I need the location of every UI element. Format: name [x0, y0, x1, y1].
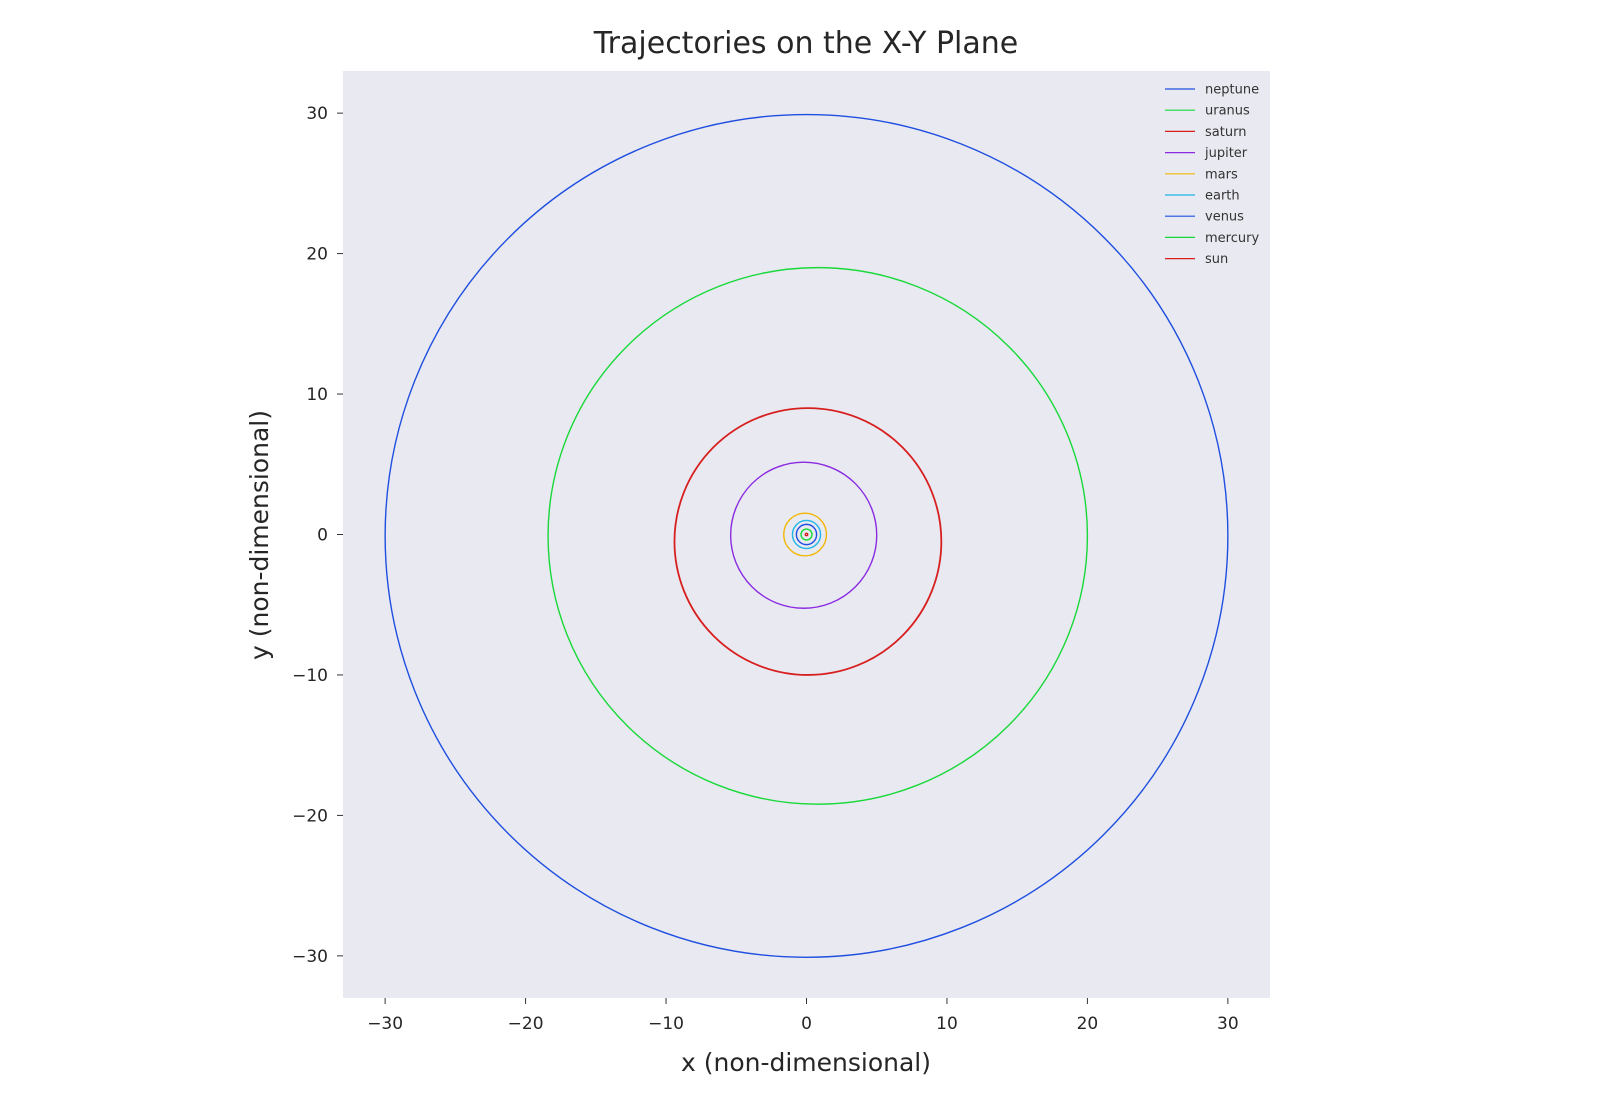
orbit-jupiter — [729, 461, 878, 609]
y-tick-label: 10 — [306, 385, 328, 405]
x-tick-label: −10 — [648, 1014, 684, 1034]
legend: neptune uranus saturn jupiter mars earth venus… — [1165, 83, 1259, 267]
legend-label-earth: earth — [1205, 189, 1240, 204]
orbit-saturn — [673, 407, 943, 676]
orbit-mars — [783, 512, 828, 557]
legend-label-sun: sun — [1205, 252, 1228, 267]
orbit-earth — [791, 519, 822, 550]
chart-title: Trajectories on the X-Y Plane — [593, 26, 1018, 61]
x-tick-label: −30 — [367, 1014, 403, 1034]
legend-label-uranus: uranus — [1205, 104, 1250, 119]
orbit-venus — [795, 523, 818, 546]
legend-label-mercury: mercury — [1205, 231, 1259, 246]
y-tick-label: −30 — [292, 947, 328, 967]
y-axis-ticks: −30 −20 −10 0 10 20 30 — [292, 104, 343, 967]
plot-area — [343, 71, 1270, 998]
orbit-sun — [804, 532, 809, 537]
x-tick-label: 0 — [801, 1014, 812, 1034]
x-tick-label: −20 — [508, 1014, 544, 1034]
x-tick-label: 20 — [1077, 1014, 1099, 1034]
y-tick-label: −10 — [292, 666, 328, 686]
legend-label-jupiter: jupiter — [1204, 146, 1248, 161]
y-tick-label: 30 — [306, 104, 328, 124]
orbit-lines — [384, 113, 1229, 958]
legend-label-saturn: saturn — [1205, 125, 1246, 140]
orbit-uranus — [547, 266, 1089, 805]
y-axis-label: y (non-dimensional) — [245, 410, 274, 660]
orbit-neptune — [384, 113, 1229, 958]
x-tick-label: 30 — [1217, 1014, 1239, 1034]
x-axis-label: x (non-dimensional) — [681, 1048, 931, 1077]
x-axis-ticks: −30 −20 −10 0 10 20 30 — [367, 998, 1239, 1034]
legend-label-venus: venus — [1205, 210, 1244, 225]
x-tick-label: 10 — [936, 1014, 958, 1034]
y-tick-label: 20 — [306, 245, 328, 265]
y-tick-label: −20 — [292, 806, 328, 826]
orbit-mercury — [800, 528, 813, 541]
y-tick-label: 0 — [317, 526, 328, 546]
legend-label-mars: mars — [1205, 167, 1238, 182]
legend-label-neptune: neptune — [1205, 83, 1259, 98]
